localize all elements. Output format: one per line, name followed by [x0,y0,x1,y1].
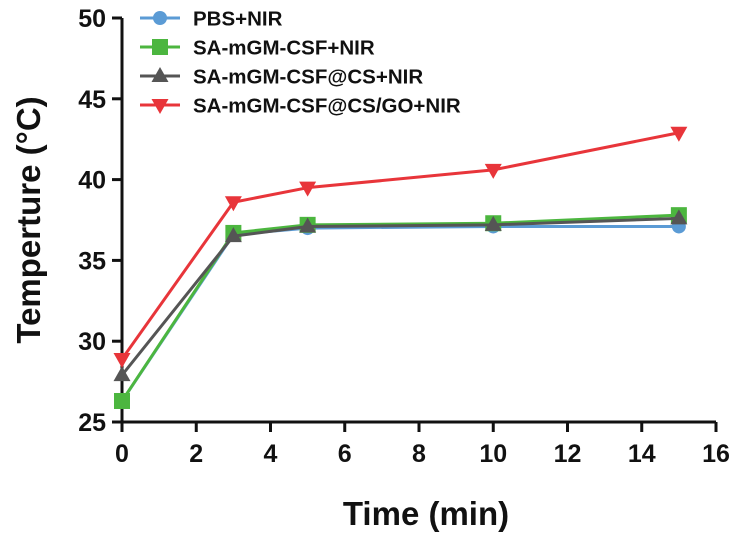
legend-marker [152,39,168,55]
legend-item: SA-mGM-CSF+NIR [140,37,375,60]
data-point [113,366,131,382]
legend-marker [151,99,169,114]
y-tick-label: 30 [78,328,106,356]
y-tick-label: 25 [78,409,106,437]
series-layer [113,126,688,409]
y-tick-label: 35 [78,247,106,275]
data-point [670,209,688,225]
series-4 [113,126,688,368]
data-point [484,215,502,231]
legend-marker [151,67,169,82]
series-line [120,224,679,402]
y-tick-label: 40 [78,167,106,195]
data-point [299,217,317,233]
data-point [670,126,688,142]
legend-label: SA-mGM-CSF@CS+NIR [193,66,423,89]
data-point [484,163,502,179]
axes: 0 2 4 6 8 10 12 14 16 25 30 35 40 45 50 [78,5,730,468]
series-3 [113,209,688,382]
x-axis-title: Time (min) [343,495,509,532]
y-tick-label: 50 [78,5,106,33]
x-tick-label: 2 [189,440,203,468]
legend-marker [153,11,167,25]
legend-item: SA-mGM-CSF@CS+NIR [140,66,423,89]
x-tick-label: 4 [264,440,278,468]
data-point [224,196,242,212]
x-tick-label: 8 [412,440,426,468]
data-point [114,392,130,409]
data-point [224,227,242,243]
legend-label: SA-mGM-CSF+NIR [193,37,375,60]
y-tick-label: 45 [78,86,106,114]
y-axis-title: Temperture (°C) [10,96,47,343]
legend: PBS+NIR SA-mGM-CSF+NIR SA-mGM-CSF@CS+NIR SA… [140,8,461,118]
data-point [299,181,317,197]
x-tick-label: 0 [115,440,129,468]
x-tick-label: 10 [479,440,507,468]
legend-label: SA-mGM-CSF@CS/GO+NIR [193,95,461,118]
x-tick-label: 12 [554,440,582,468]
data-point [113,352,131,368]
legend-item: PBS+NIR [140,8,283,31]
series-line [120,131,680,360]
x-tick-label: 6 [338,440,352,468]
legend-item: SA-mGM-CSF@CS/GO+NIR [140,95,461,118]
x-tick-label: 16 [702,440,730,468]
x-tick-label: 14 [628,440,656,468]
series-2 [114,207,687,409]
legend-label: PBS+NIR [193,8,283,31]
